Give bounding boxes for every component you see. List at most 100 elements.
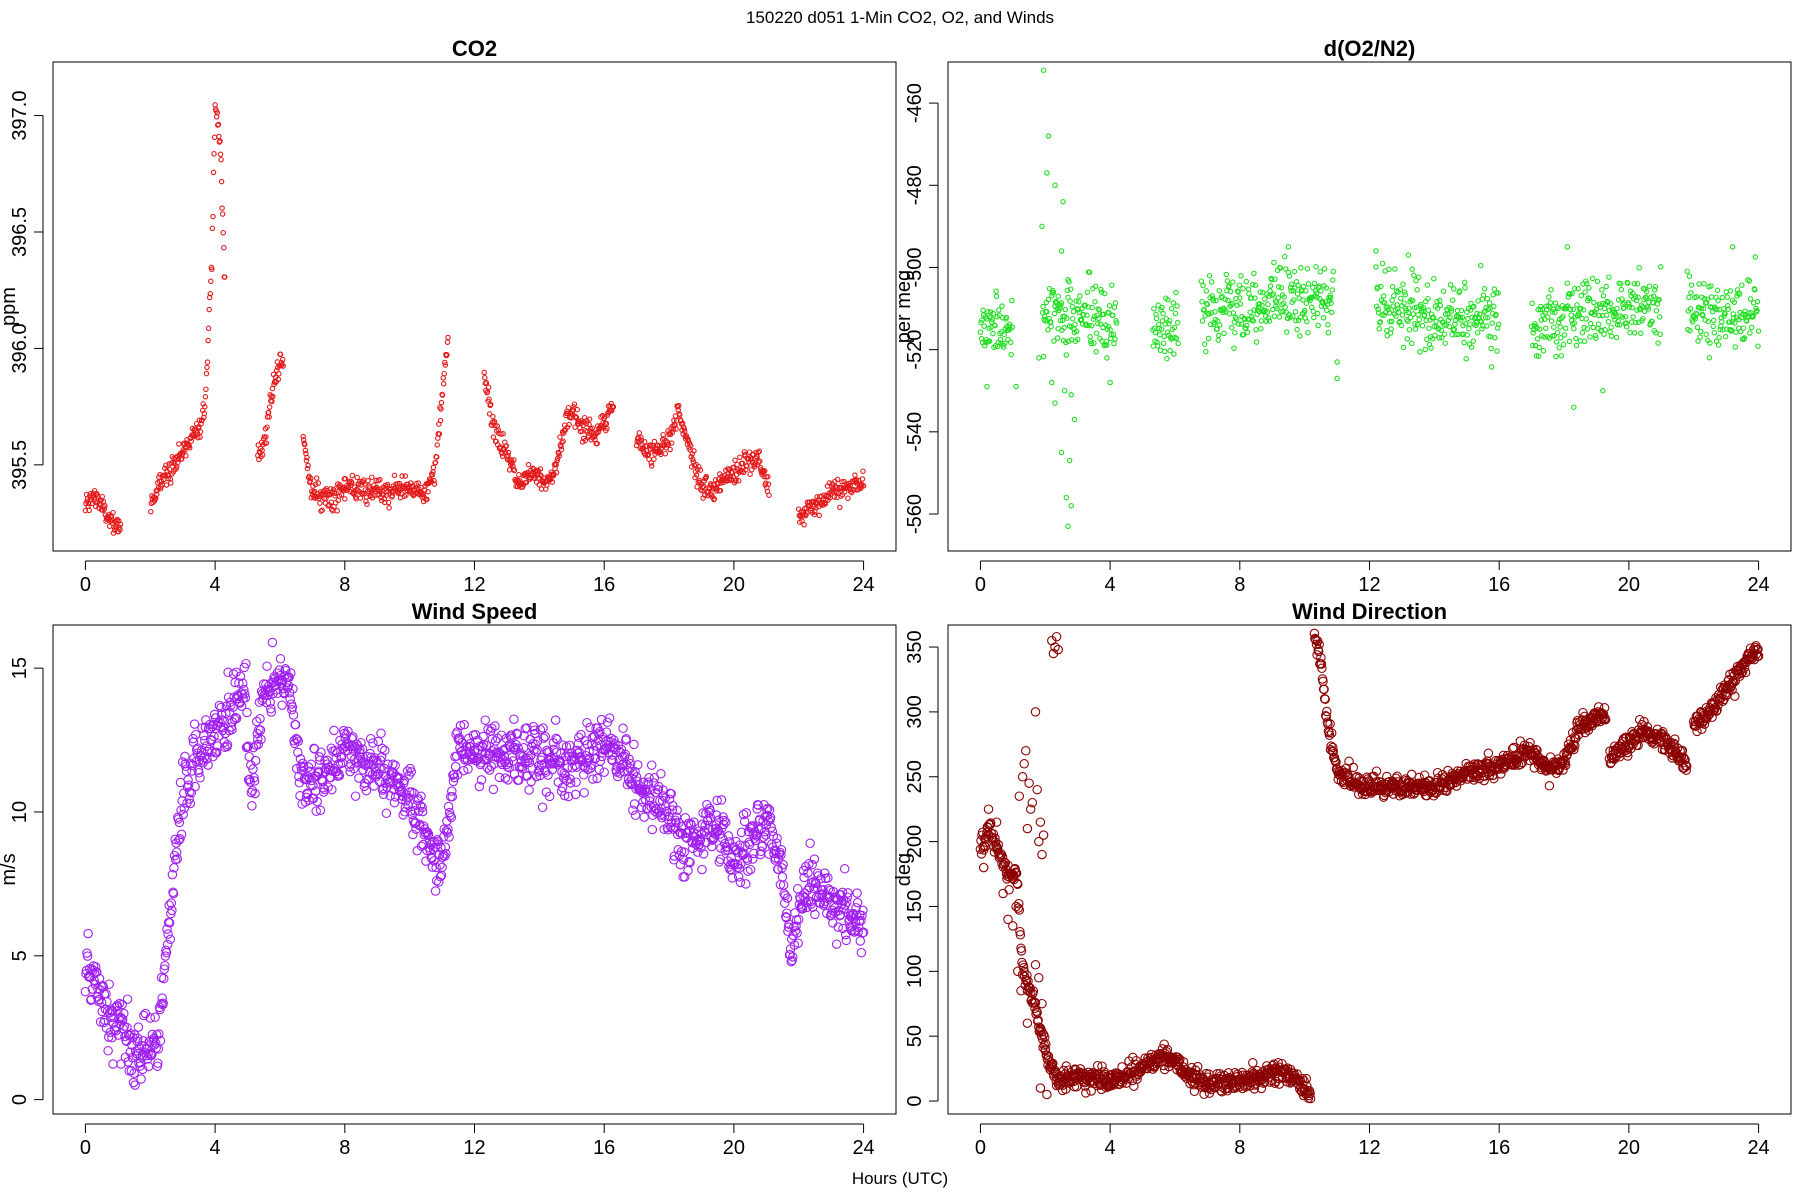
co2-point [300,433,306,440]
o2-point [1073,298,1079,304]
o2-point [1328,309,1335,316]
wind-speed-point [791,921,801,931]
co2-point [505,452,511,459]
co2-point [117,527,123,533]
o2-point [1292,285,1298,291]
o2-point [1440,288,1447,295]
wind-speed-point [498,744,509,755]
wind-speed-point [366,752,377,763]
wind-direction-point [1324,730,1335,740]
o2-point [1494,348,1500,354]
o2-point [1236,282,1243,288]
co2-point [801,522,807,528]
o2-point [1553,353,1559,360]
o2-point [1486,300,1493,306]
wind-speed-point [647,824,658,835]
o2-point [1717,326,1723,333]
o2-point [1474,329,1481,336]
o2-point [1461,279,1468,286]
o2-point [1280,308,1286,315]
o2-point [1058,248,1065,254]
o2-point [1437,302,1444,309]
wind-speed-point [716,795,727,805]
wind-direction-point [1132,1074,1142,1084]
o2-point [1725,306,1732,312]
wind-speed-point [630,810,641,821]
o2-point [1603,283,1609,290]
o2-point [1568,312,1574,318]
wind-speed-point [524,785,534,795]
wind-direction-point [1424,776,1435,786]
o2-point [1227,288,1234,295]
o2-point [1045,327,1051,333]
o2-point [1304,265,1311,272]
wind-speed-point [113,1005,123,1016]
co2-point [385,499,392,506]
o2-point [1451,326,1458,333]
o2-point [1652,283,1659,290]
wind-speed-x-tick-label: 24 [852,1137,874,1159]
o2-point [1578,292,1585,299]
o2-point [1589,275,1596,282]
wind-speed-point [211,747,222,758]
wind-speed-point [190,781,200,792]
o2-point [1608,324,1614,330]
co2-point [490,434,497,440]
co2-point [438,406,444,412]
o2-point [1277,265,1284,271]
o2-point [1291,297,1297,303]
o2-point [1064,287,1071,294]
co2-point [344,487,351,493]
o2-point [1230,279,1236,285]
co2-point [99,493,105,500]
o2-point [1215,332,1222,339]
wind-direction-point [1248,1058,1258,1068]
co2-point [651,438,658,445]
co2-point [570,406,577,413]
o2-point [1069,303,1076,310]
co2-point [206,294,213,301]
wind-speed-point [619,766,629,777]
o2-point [1605,319,1612,325]
wind-speed-point [430,842,440,852]
wind-speed-point [719,815,729,826]
wind-speed-point [165,934,176,945]
o2-point [1649,318,1655,325]
wind-speed-point [255,713,265,724]
co2-point [305,462,311,469]
co2-point [538,472,544,479]
o2-point [1278,308,1284,315]
o2-point [1577,338,1584,344]
co2-point [514,477,520,483]
wind-speed-point [751,831,762,841]
wind-direction-point [1570,740,1580,751]
wind-speed-point [327,784,337,795]
co2-point [662,450,669,457]
wind-speed-point [250,755,261,766]
o2-point [1395,309,1402,315]
wind-direction-point [1014,898,1024,909]
co2-point [538,486,545,492]
o2-point [1714,287,1721,294]
o2-point [1551,324,1557,330]
wind-speed-point [171,847,182,857]
wind-speed-point [224,707,235,718]
wind-speed-point [756,846,766,857]
o2-point [1330,277,1336,283]
wind-speed-point [801,897,812,908]
o2-point [1692,316,1699,322]
wind-speed-point [555,757,566,768]
wind-speed-point [739,816,750,827]
wind-speed-point [852,888,862,898]
o2-point [1206,272,1213,279]
co2-point [415,480,422,486]
wind-speed-point [749,848,759,859]
o2-point [989,319,995,325]
wind-direction-point [1458,773,1468,783]
wind-speed-point [138,1036,148,1046]
co2-point [486,411,493,417]
wind-speed-point [229,714,240,725]
o2-point [1001,340,1008,346]
wind-speed-point [512,729,522,739]
co2-point [217,138,223,144]
